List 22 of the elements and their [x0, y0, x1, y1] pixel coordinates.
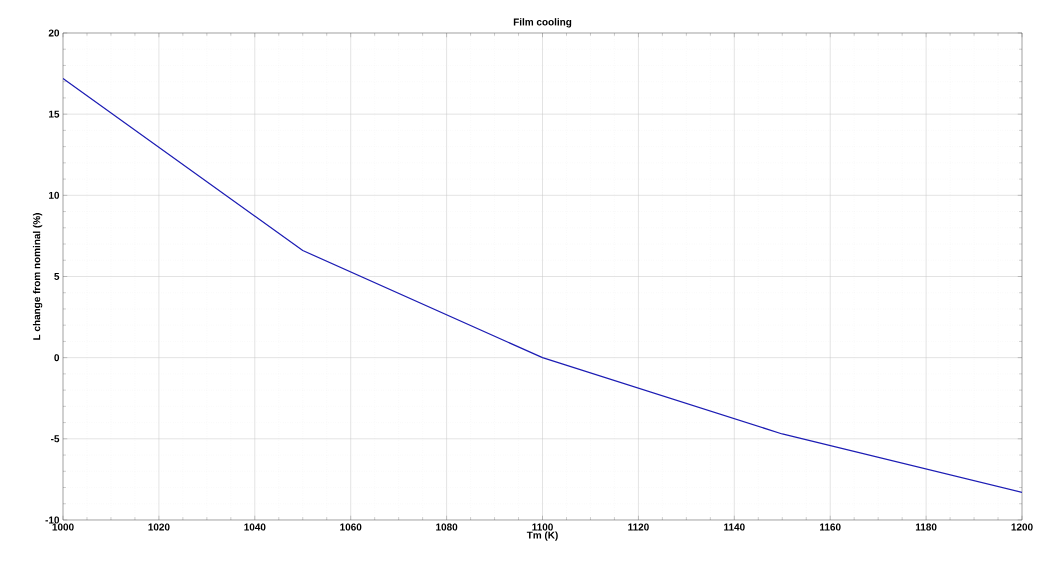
x-tick-label: 1000: [52, 523, 74, 531]
x-tick-label: 1020: [148, 523, 170, 531]
x-tick-label: 1200: [1011, 523, 1033, 531]
y-tick-label: 15: [49, 110, 60, 118]
x-tick-label: 1100: [532, 523, 553, 531]
y-tick-label: -5: [51, 435, 60, 443]
x-tick-label: 1080: [436, 523, 458, 531]
x-tick-label: 1060: [340, 523, 362, 531]
x-tick-label: 1180: [915, 523, 937, 531]
y-tick-label: 0: [54, 354, 60, 362]
chart-title: Film cooling: [513, 18, 572, 28]
x-axis-title: Tm (K): [526, 531, 558, 541]
x-tick-label: 1160: [820, 523, 841, 531]
y-tick-label: -10: [45, 516, 60, 524]
y-tick-label: 20: [48, 29, 60, 37]
x-tick-label: 1120: [628, 523, 649, 531]
x-tick-label: 1040: [244, 523, 266, 531]
line-series: [63, 77, 1023, 493]
y-axis-title: L change from nominal (%): [32, 213, 43, 340]
x-tick-label: 1140: [724, 523, 745, 531]
y-tick-label: 5: [54, 273, 60, 280]
y-tick-label: 10: [49, 191, 60, 199]
